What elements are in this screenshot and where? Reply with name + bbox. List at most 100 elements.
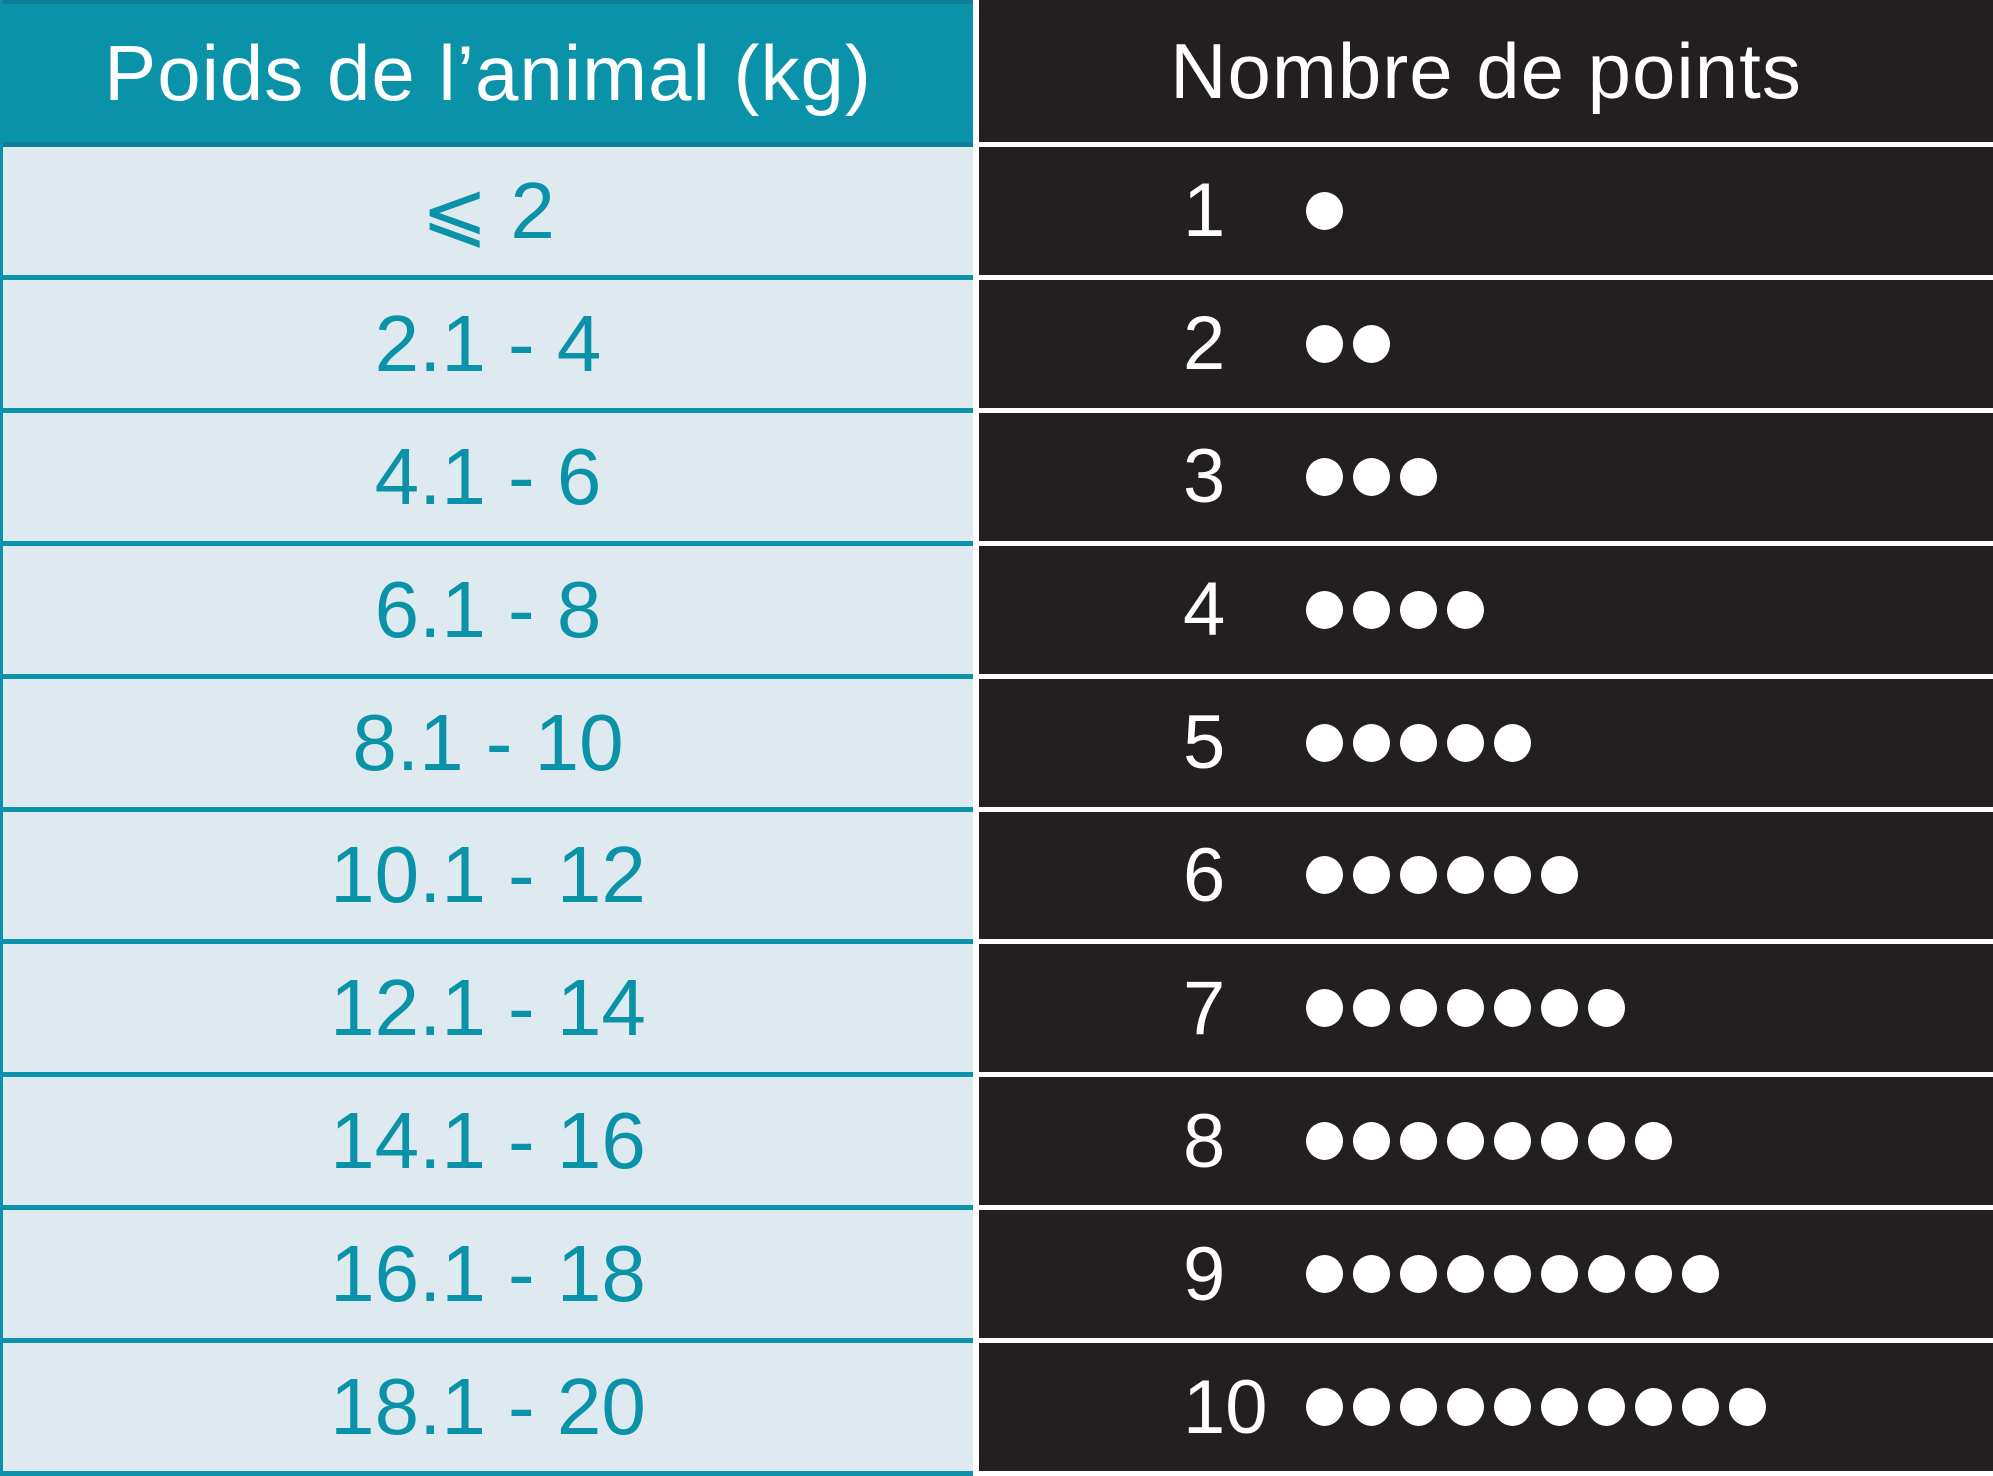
points-dots (1306, 1255, 1719, 1294)
dot-icon (1682, 1255, 1719, 1294)
points-count: 6 (1183, 832, 1226, 918)
dot-icon (1635, 1122, 1672, 1161)
points-dots (1306, 324, 1390, 363)
dot-icon (1306, 324, 1343, 363)
points-row: 6 (979, 806, 1993, 940)
column-divider (973, 0, 979, 1476)
dot-icon (1635, 1388, 1672, 1427)
weight-range: 18.1 - 20 (330, 1362, 646, 1452)
points-count: 7 (1183, 965, 1226, 1051)
dot-icon (1400, 989, 1437, 1028)
weight-column-header: Poids de l’animal (kg) (3, 0, 973, 142)
dot-icon (1447, 856, 1484, 895)
points-column-header-label: Nombre de points (1170, 26, 1802, 115)
points-dots (1306, 191, 1343, 230)
weight-row: 16.1 - 18 (3, 1205, 973, 1339)
dot-icon (1353, 590, 1390, 629)
points-row: 1 (979, 142, 1993, 275)
points-count: 3 (1183, 434, 1226, 520)
weight-row: ⩽ 2 (3, 142, 973, 275)
dot-icon (1588, 989, 1625, 1028)
dot-icon (1353, 1255, 1390, 1294)
dot-icon (1400, 1388, 1437, 1427)
dot-icon (1306, 590, 1343, 629)
points-row: 8 (979, 1072, 1993, 1206)
points-count: 4 (1183, 567, 1226, 653)
weight-range: 8.1 - 10 (352, 697, 624, 787)
points-count: 9 (1183, 1231, 1226, 1317)
points-column-header: Nombre de points (979, 0, 1993, 142)
points-dots (1306, 1388, 1766, 1427)
points-row: 5 (979, 673, 1993, 807)
points-count: 8 (1183, 1098, 1226, 1184)
dot-icon (1306, 856, 1343, 895)
points-row: 9 (979, 1205, 1993, 1339)
dot-icon (1447, 1122, 1484, 1161)
dot-icon (1400, 1122, 1437, 1161)
dot-icon (1447, 1255, 1484, 1294)
dot-icon (1400, 856, 1437, 895)
points-row: 7 (979, 939, 1993, 1073)
weight-column: Poids de l’animal (kg) ⩽ 2 2.1 - 4 4.1 -… (0, 0, 973, 1476)
dot-icon (1447, 723, 1484, 762)
points-count: 2 (1183, 301, 1226, 387)
dot-icon (1494, 989, 1531, 1028)
points-column: Nombre de points 1 2 3 4 5 6 7 8 9 10 (979, 0, 1993, 1476)
dot-icon (1588, 1122, 1625, 1161)
dot-icon (1353, 856, 1390, 895)
weight-range: ⩽ 2 (421, 166, 555, 256)
dot-icon (1353, 457, 1390, 496)
dot-icon (1635, 1255, 1672, 1294)
weight-range: 10.1 - 12 (330, 830, 646, 920)
points-dots (1306, 457, 1437, 496)
dot-icon (1306, 723, 1343, 762)
dot-icon (1447, 1388, 1484, 1427)
dot-icon (1353, 324, 1390, 363)
dot-icon (1541, 989, 1578, 1028)
dot-icon (1353, 1388, 1390, 1427)
points-dots (1306, 723, 1531, 762)
dot-icon (1400, 1255, 1437, 1294)
dot-icon (1494, 1255, 1531, 1294)
dot-icon (1541, 1122, 1578, 1161)
weight-range: 12.1 - 14 (330, 963, 646, 1053)
dot-icon (1306, 191, 1343, 230)
points-row: 2 (979, 274, 1993, 408)
weight-row: 4.1 - 6 (3, 407, 973, 541)
dot-icon (1729, 1388, 1766, 1427)
dot-icon (1494, 723, 1531, 762)
dot-icon (1494, 1122, 1531, 1161)
weight-range: 4.1 - 6 (374, 431, 602, 521)
dot-icon (1541, 1388, 1578, 1427)
dot-icon (1541, 856, 1578, 895)
points-dots (1306, 856, 1578, 895)
dot-icon (1306, 1388, 1343, 1427)
weight-row: 2.1 - 4 (3, 274, 973, 408)
weight-row: 6.1 - 8 (3, 540, 973, 674)
weight-rows: ⩽ 2 2.1 - 4 4.1 - 6 6.1 - 8 8.1 - 10 10.… (3, 142, 973, 1476)
dot-icon (1682, 1388, 1719, 1427)
dot-icon (1353, 723, 1390, 762)
weight-row: 10.1 - 12 (3, 806, 973, 940)
points-dots (1306, 590, 1484, 629)
weight-row: 8.1 - 10 (3, 673, 973, 807)
dot-icon (1353, 1122, 1390, 1161)
points-rows: 1 2 3 4 5 6 7 8 9 10 (979, 142, 1993, 1476)
dot-icon (1306, 1255, 1343, 1294)
weight-column-header-label: Poids de l’animal (kg) (104, 28, 872, 117)
dot-icon (1447, 989, 1484, 1028)
dot-icon (1494, 856, 1531, 895)
weight-row: 14.1 - 16 (3, 1072, 973, 1206)
dot-icon (1306, 1122, 1343, 1161)
weight-row: 18.1 - 20 (3, 1338, 973, 1476)
dot-icon (1400, 590, 1437, 629)
dot-icon (1588, 1388, 1625, 1427)
dot-icon (1400, 457, 1437, 496)
points-dots (1306, 989, 1625, 1028)
dot-icon (1306, 457, 1343, 496)
weight-range: 2.1 - 4 (374, 298, 602, 388)
dot-icon (1494, 1388, 1531, 1427)
weight-range: 14.1 - 16 (330, 1096, 646, 1186)
points-count: 5 (1183, 700, 1226, 786)
points-row: 3 (979, 407, 1993, 541)
